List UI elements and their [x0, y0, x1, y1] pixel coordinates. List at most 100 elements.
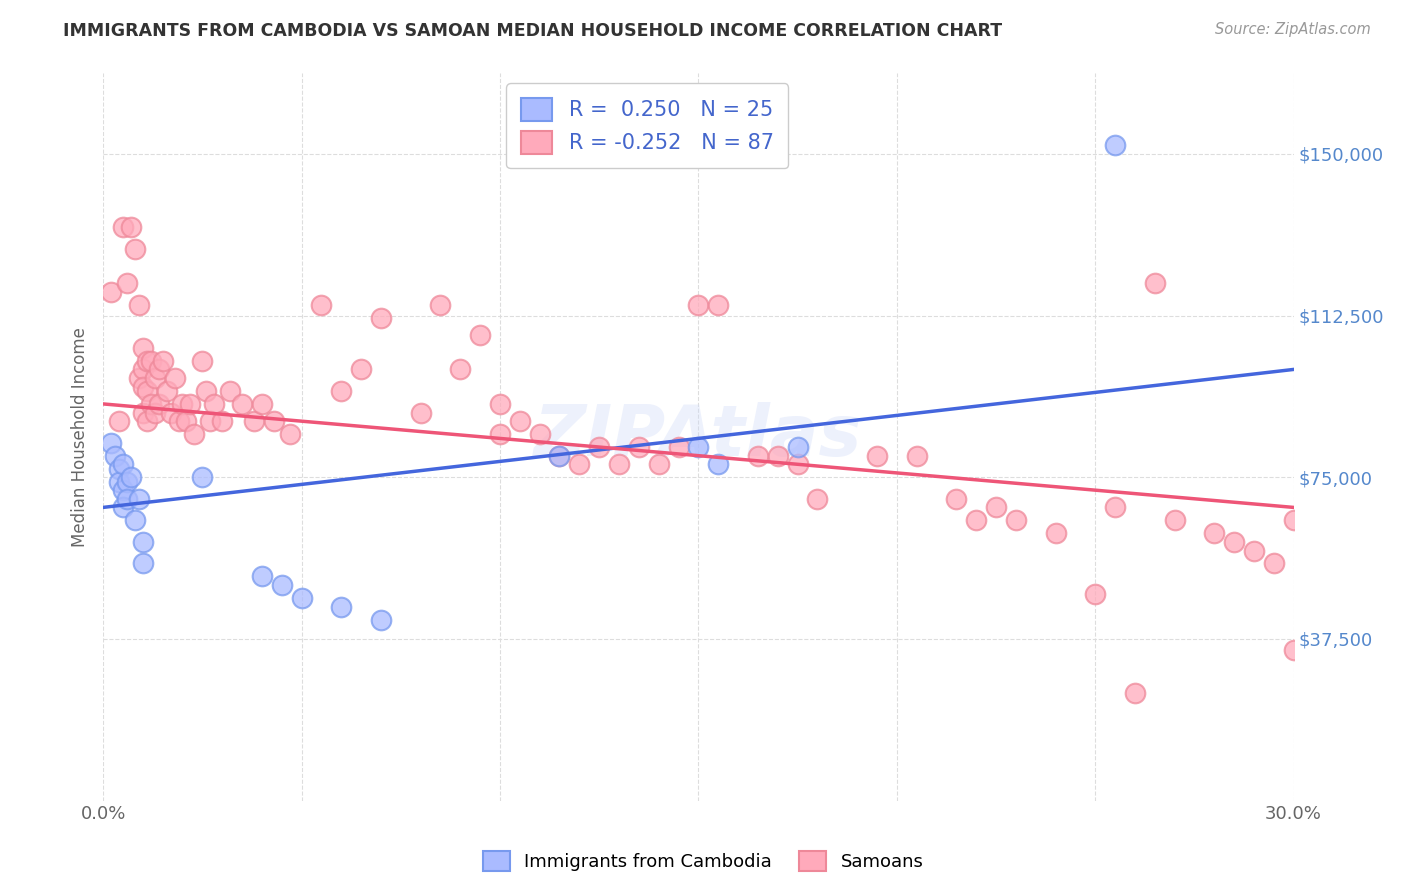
Point — [243, 414, 266, 428]
Point — [128, 298, 150, 312]
Point — [250, 397, 273, 411]
Point — [159, 405, 181, 419]
Point — [905, 449, 928, 463]
Point — [1322, 526, 1344, 541]
Point — [290, 591, 312, 605]
Point — [1223, 535, 1246, 549]
Point — [1045, 526, 1067, 541]
Point — [152, 353, 174, 368]
Point — [250, 569, 273, 583]
Point — [135, 353, 157, 368]
Point — [179, 397, 201, 411]
Point — [278, 427, 301, 442]
Point — [1341, 535, 1364, 549]
Point — [429, 298, 451, 312]
Point — [330, 599, 353, 614]
Point — [984, 500, 1007, 515]
Point — [100, 285, 122, 299]
Point — [195, 384, 218, 398]
Point — [135, 414, 157, 428]
Point — [120, 220, 142, 235]
Point — [1143, 276, 1166, 290]
Point — [108, 475, 131, 489]
Point — [143, 371, 166, 385]
Point — [132, 379, 155, 393]
Point — [1123, 686, 1146, 700]
Point — [111, 483, 134, 498]
Point — [409, 405, 432, 419]
Point — [350, 362, 373, 376]
Point — [156, 384, 179, 398]
Point — [263, 414, 285, 428]
Point — [1004, 513, 1026, 527]
Point — [489, 397, 512, 411]
Point — [786, 458, 808, 472]
Point — [100, 435, 122, 450]
Point — [1084, 587, 1107, 601]
Point — [1243, 543, 1265, 558]
Point — [148, 397, 170, 411]
Point — [468, 327, 491, 342]
Point — [270, 578, 292, 592]
Point — [311, 298, 333, 312]
Point — [124, 242, 146, 256]
Point — [1282, 642, 1305, 657]
Point — [668, 440, 690, 454]
Point — [111, 458, 134, 472]
Point — [172, 397, 194, 411]
Point — [111, 220, 134, 235]
Point — [1204, 526, 1226, 541]
Point — [1163, 513, 1185, 527]
Point — [219, 384, 242, 398]
Point — [111, 500, 134, 515]
Point — [607, 458, 630, 472]
Point — [231, 397, 253, 411]
Legend: R =  0.250   N = 25, R = -0.252   N = 87: R = 0.250 N = 25, R = -0.252 N = 87 — [506, 83, 789, 169]
Text: ZIPAtlas: ZIPAtlas — [534, 402, 863, 471]
Legend: Immigrants from Cambodia, Samoans: Immigrants from Cambodia, Samoans — [475, 844, 931, 879]
Point — [707, 458, 730, 472]
Point — [707, 298, 730, 312]
Point — [108, 414, 131, 428]
Point — [588, 440, 610, 454]
Point — [747, 449, 769, 463]
Point — [191, 353, 214, 368]
Point — [183, 427, 205, 442]
Point — [529, 427, 551, 442]
Point — [1104, 500, 1126, 515]
Point — [128, 491, 150, 506]
Text: IMMIGRANTS FROM CAMBODIA VS SAMOAN MEDIAN HOUSEHOLD INCOME CORRELATION CHART: IMMIGRANTS FROM CAMBODIA VS SAMOAN MEDIA… — [63, 22, 1002, 40]
Point — [1302, 526, 1324, 541]
Point — [167, 414, 190, 428]
Point — [449, 362, 471, 376]
Point — [139, 397, 162, 411]
Point — [1104, 138, 1126, 153]
Point — [143, 405, 166, 419]
Point — [688, 298, 710, 312]
Point — [965, 513, 987, 527]
Point — [945, 491, 967, 506]
Point — [489, 427, 512, 442]
Point — [108, 461, 131, 475]
Point — [124, 513, 146, 527]
Point — [148, 362, 170, 376]
Point — [135, 384, 157, 398]
Point — [202, 397, 225, 411]
Point — [211, 414, 233, 428]
Point — [370, 613, 392, 627]
Point — [330, 384, 353, 398]
Point — [191, 470, 214, 484]
Point — [128, 371, 150, 385]
Point — [120, 470, 142, 484]
Point — [1263, 557, 1285, 571]
Y-axis label: Median Household Income: Median Household Income — [72, 326, 89, 547]
Point — [370, 310, 392, 325]
Point — [688, 440, 710, 454]
Point — [132, 405, 155, 419]
Point — [132, 557, 155, 571]
Point — [115, 475, 138, 489]
Point — [786, 440, 808, 454]
Point — [568, 458, 591, 472]
Point — [766, 449, 789, 463]
Point — [115, 276, 138, 290]
